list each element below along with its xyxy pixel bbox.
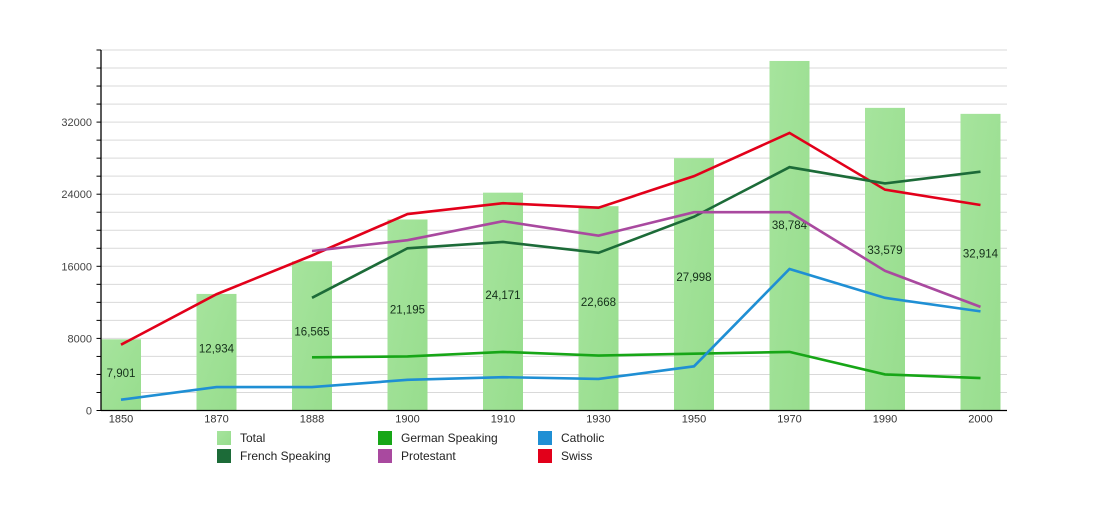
svg-text:1900: 1900: [395, 414, 419, 426]
svg-text:Protestant: Protestant: [401, 449, 456, 463]
svg-text:24,171: 24,171: [485, 290, 520, 302]
svg-text:Catholic: Catholic: [561, 431, 604, 445]
svg-text:French Speaking: French Speaking: [240, 449, 331, 463]
svg-text:1970: 1970: [777, 414, 801, 426]
svg-text:1850: 1850: [109, 414, 133, 426]
svg-text:27,998: 27,998: [676, 272, 711, 284]
svg-text:22,668: 22,668: [581, 297, 616, 309]
svg-text:12,934: 12,934: [199, 344, 235, 356]
svg-text:1930: 1930: [586, 414, 610, 426]
svg-text:1910: 1910: [491, 414, 515, 426]
svg-text:8000: 8000: [68, 333, 92, 345]
svg-text:33,579: 33,579: [867, 245, 902, 257]
svg-text:38,784: 38,784: [772, 220, 808, 232]
svg-text:Swiss: Swiss: [561, 449, 592, 463]
svg-text:Total: Total: [240, 431, 265, 445]
svg-text:32000: 32000: [61, 117, 92, 129]
svg-text:0: 0: [86, 406, 92, 418]
svg-text:21,195: 21,195: [390, 304, 425, 316]
svg-text:1888: 1888: [300, 414, 324, 426]
svg-text:2000: 2000: [968, 414, 992, 426]
svg-text:32,914: 32,914: [963, 248, 999, 260]
svg-text:7,901: 7,901: [107, 368, 136, 380]
svg-text:16000: 16000: [61, 261, 92, 273]
svg-text:1950: 1950: [682, 414, 706, 426]
svg-text:16,565: 16,565: [294, 326, 329, 338]
svg-text:1870: 1870: [204, 414, 228, 426]
svg-text:German Speaking: German Speaking: [401, 431, 498, 445]
svg-text:1990: 1990: [873, 414, 897, 426]
svg-text:24000: 24000: [61, 189, 92, 201]
